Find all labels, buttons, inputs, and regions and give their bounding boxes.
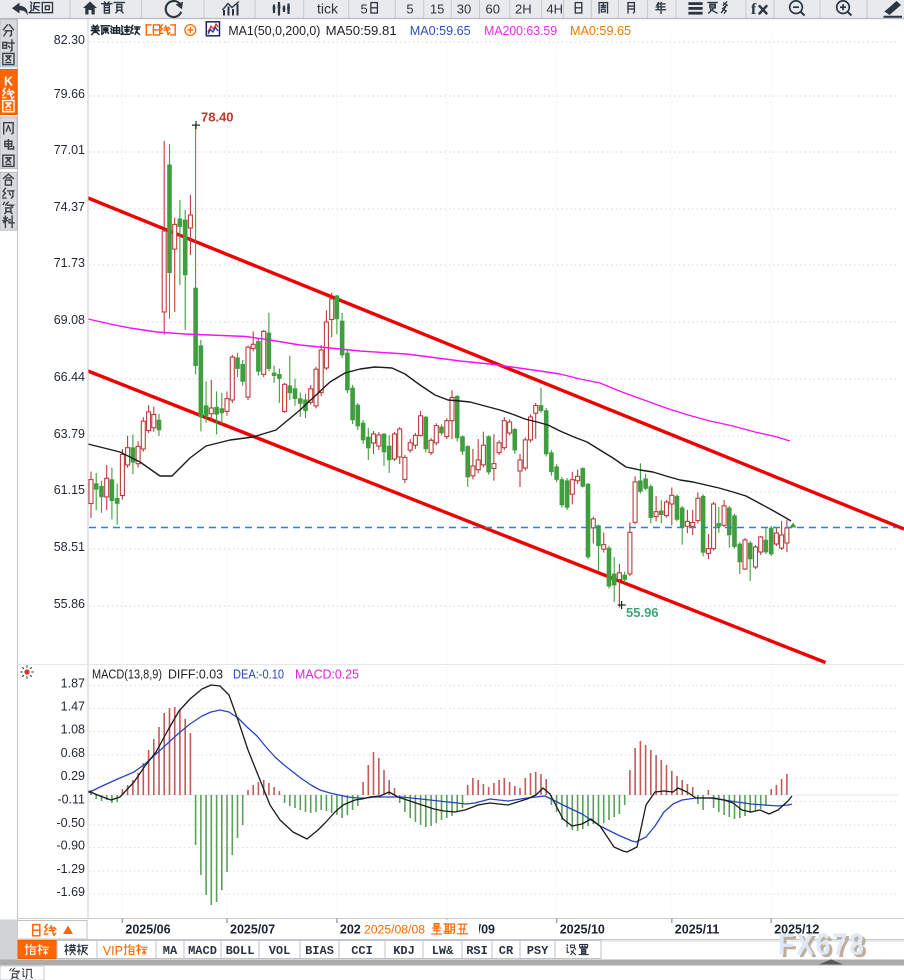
svg-text:KDJ: KDJ: [393, 944, 415, 958]
svg-text:82.30: 82.30: [54, 33, 85, 47]
svg-text:1.47: 1.47: [61, 699, 85, 713]
svg-text:FX678: FX678: [781, 929, 869, 964]
svg-text:0.68: 0.68: [61, 746, 85, 760]
svg-text:5: 5: [406, 2, 413, 17]
svg-text:77.01: 77.01: [54, 143, 85, 157]
svg-text:66.44: 66.44: [54, 370, 85, 384]
svg-text:58.51: 58.51: [54, 540, 85, 554]
svg-text:2025/12: 2025/12: [774, 923, 819, 937]
svg-text:DIFF:0.03: DIFF:0.03: [168, 668, 223, 682]
svg-text:PSY: PSY: [527, 944, 549, 958]
svg-text:MACD: MACD: [188, 944, 217, 958]
svg-text:CCI: CCI: [351, 944, 373, 958]
svg-text:MA0:59.65: MA0:59.65: [570, 23, 631, 38]
svg-text:-0.11: -0.11: [57, 792, 85, 806]
svg-text:2025/07: 2025/07: [230, 923, 275, 937]
svg-text:tick: tick: [317, 1, 339, 17]
svg-text:79.66: 79.66: [54, 87, 85, 101]
svg-text:VOL: VOL: [269, 944, 291, 958]
svg-text:4H: 4H: [546, 2, 563, 17]
svg-text:69.08: 69.08: [54, 313, 85, 327]
svg-text:30: 30: [457, 2, 471, 17]
svg-text:60: 60: [486, 2, 500, 17]
svg-text:MA: MA: [163, 944, 178, 958]
svg-text:-0.50: -0.50: [57, 816, 86, 830]
svg-text:-1.69: -1.69: [57, 885, 86, 899]
svg-text:0.29: 0.29: [61, 769, 85, 783]
svg-text:1.08: 1.08: [61, 722, 85, 736]
svg-text:1.87: 1.87: [61, 676, 85, 690]
svg-text:74.37: 74.37: [54, 200, 85, 214]
svg-text:BIAS: BIAS: [305, 944, 334, 958]
svg-text:CR: CR: [499, 944, 514, 958]
svg-text:61.15: 61.15: [54, 483, 85, 497]
svg-text:71.73: 71.73: [54, 256, 85, 270]
svg-text:2025/08/08: 2025/08/08: [364, 923, 428, 937]
svg-text:-1.29: -1.29: [57, 862, 86, 876]
svg-text:FX678: FX678: [778, 927, 866, 962]
svg-text:MA200:63.59: MA200:63.59: [484, 23, 557, 38]
svg-text:BOLL: BOLL: [226, 944, 255, 958]
svg-text:78.40: 78.40: [201, 110, 234, 125]
svg-text:f: f: [751, 1, 757, 18]
svg-text:MA0:59.65: MA0:59.65: [410, 23, 471, 38]
svg-text:K: K: [4, 75, 13, 89]
svg-text:MACD(13,8,9): MACD(13,8,9): [92, 668, 162, 682]
svg-text:2H: 2H: [515, 2, 532, 17]
svg-text:MACD:0.25: MACD:0.25: [295, 668, 359, 682]
svg-text:MA50:59.81: MA50:59.81: [326, 23, 397, 38]
svg-text:-0.90: -0.90: [57, 838, 86, 852]
svg-text:MA1(50,0,200,0): MA1(50,0,200,0): [228, 23, 320, 38]
svg-text:DEA:-0.10: DEA:-0.10: [233, 668, 284, 682]
svg-text:2025/06: 2025/06: [125, 923, 170, 937]
svg-text:55.96: 55.96: [626, 605, 659, 620]
svg-text:5: 5: [361, 2, 368, 17]
svg-text:VIP: VIP: [103, 944, 123, 958]
svg-text:2025/10: 2025/10: [560, 923, 605, 937]
svg-text:63.79: 63.79: [54, 427, 85, 441]
svg-text:LW&: LW&: [432, 944, 454, 958]
svg-text:RSI: RSI: [466, 944, 488, 958]
svg-text:15: 15: [430, 2, 444, 17]
svg-text:55.86: 55.86: [54, 597, 85, 611]
svg-text:2025/11: 2025/11: [675, 923, 720, 937]
